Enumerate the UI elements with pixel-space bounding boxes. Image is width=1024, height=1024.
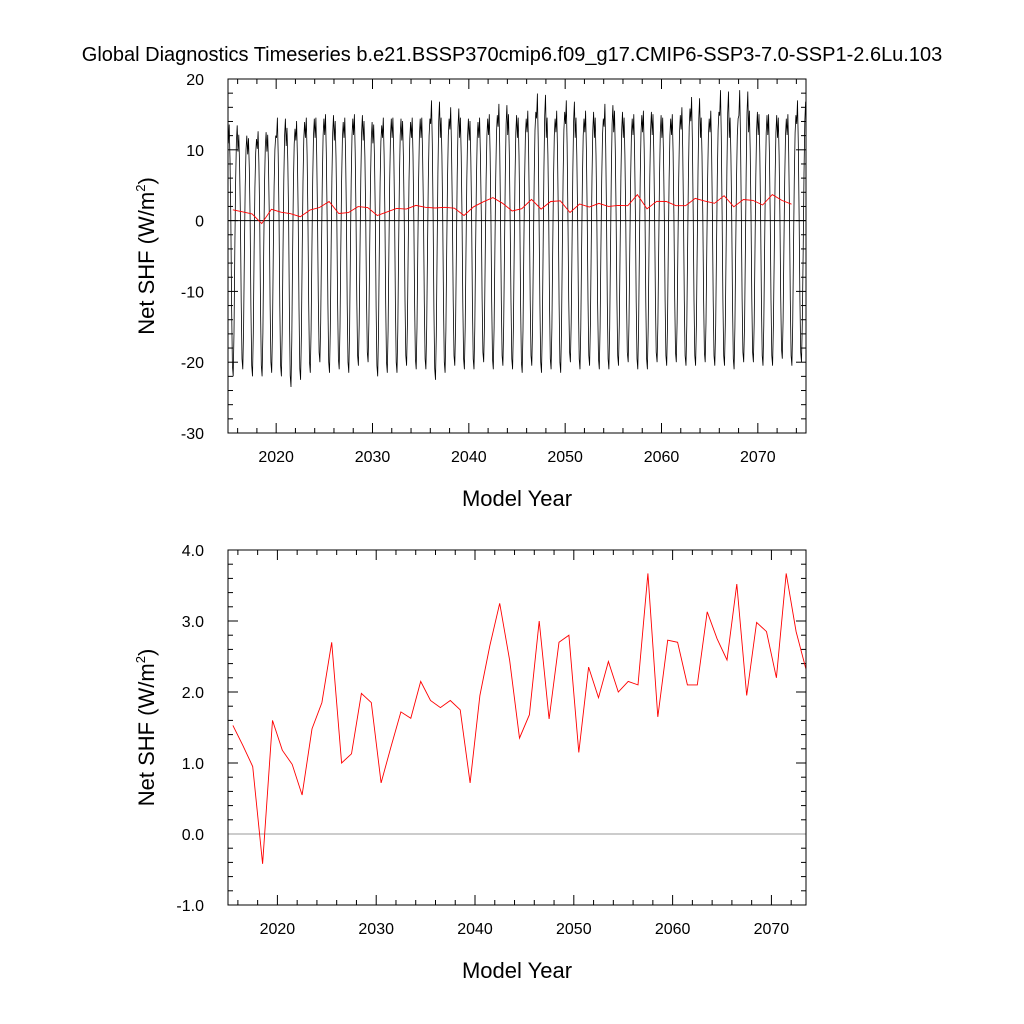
chart-1-x-tick-label: 2040 [451,449,487,466]
chart-1-x-tick-label: 2070 [740,449,776,466]
chart-1-data [228,90,806,388]
chart-1-y-tick-label: -10 [181,284,204,301]
chart-1-frame [227,78,807,434]
chart-1-group: 2020 2030 2040 2050 2060 2070 -30 -20 -10 0 10 20 Mo… [133,72,807,511]
chart-2-x-tick-label: 2050 [556,921,592,938]
chart-1-y-tick-label: -20 [181,355,204,372]
chart-2-frame [227,549,807,906]
chart-2-x-axis-label: Model Year [462,958,572,983]
chart-1-annual-series-line [232,193,792,225]
chart-2-annual-series-line [232,573,806,864]
chart-2-x-tick-label: 2040 [457,921,493,938]
chart-1-y-axis-label: Net SHF (W/m2) [133,177,159,335]
chart-2-x-tick-label: 2030 [358,921,394,938]
chart-2-x-tick-label: 2070 [754,921,790,938]
chart-2-y-tick-label: 4.0 [182,543,204,560]
chart-1-x-tick-label: 2020 [258,449,294,466]
chart-1-x-tick-label: 2050 [547,449,583,466]
chart-1-y-tick-label: 10 [186,143,204,160]
chart-1-x-tick-label: 2030 [355,449,391,466]
chart-2-y-tick-label: 1.0 [182,756,204,773]
chart-title: Global Diagnostics Timeseries b.e21.BSSP… [81,44,943,66]
chart-2-x-tick-label: 2020 [260,921,296,938]
chart-1-monthly-series-line [228,90,806,388]
chart-1-x-axis-label: Model Year [462,486,572,511]
chart-2-y-tick-label: -1.0 [176,898,204,915]
chart-2-y-tick-label: 3.0 [182,614,204,631]
chart-1-x-tick-label: 2060 [644,449,680,466]
chart-2-y-tick-label: 2.0 [182,685,204,702]
chart-1-y-tick-label: -30 [181,426,204,443]
chart-1-y-tick-label: 0 [195,214,204,231]
chart-2-x-tick-label: 2060 [655,921,691,938]
chart-2-group: 2020 2030 2040 2050 2060 2070 -1.0 0.0 1.0 2.0 3.0… [133,543,807,983]
chart-2-data [232,573,806,864]
chart-2-y-tick-label: 0.0 [182,827,204,844]
chart-2-y-axis-label: Net SHF (W/m2) [133,649,159,807]
chart-1-y-tick-label: 20 [186,72,204,89]
